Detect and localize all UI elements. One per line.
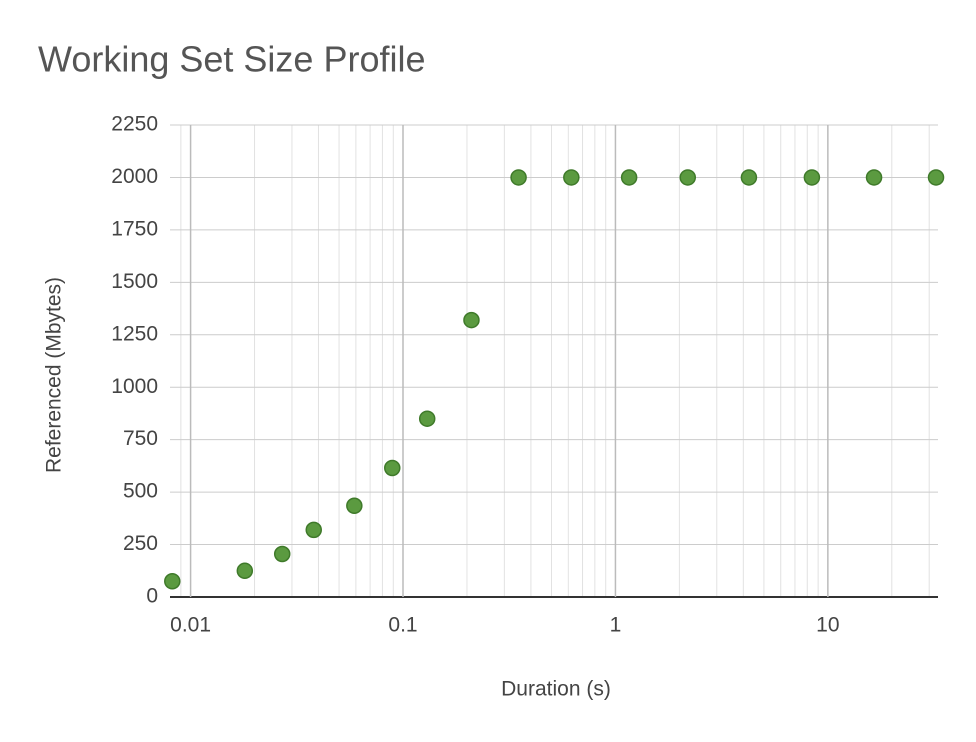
point [563, 169, 580, 186]
point [927, 169, 945, 186]
y-tick-label: 1250 [111, 322, 158, 345]
y-tick-label: 1750 [111, 217, 158, 240]
y-tick-label: 2250 [111, 113, 158, 136]
y-tick-label: 1500 [111, 270, 158, 293]
point [418, 410, 436, 427]
point [803, 169, 821, 186]
y-tick-label: 250 [123, 532, 158, 555]
x-tick-label: 0.1 [388, 614, 417, 637]
point [510, 169, 527, 186]
y-tick-label: 750 [123, 427, 158, 450]
x-tick-label: 1 [610, 614, 622, 637]
x-tick-label: 0.01 [170, 614, 211, 637]
y-tick-label: 1000 [111, 375, 158, 398]
point [384, 459, 401, 477]
point [273, 545, 291, 563]
y-tick-label: 2000 [111, 165, 158, 188]
point [865, 169, 883, 186]
x-tick-label: 10 [816, 614, 839, 637]
y-tick-label: 0 [146, 585, 158, 608]
point [740, 169, 758, 186]
point [679, 169, 697, 186]
x-axis-label: Duration (s) [501, 678, 611, 701]
point [164, 573, 181, 590]
point [236, 562, 254, 580]
point [346, 497, 363, 514]
point [463, 311, 480, 329]
chart-title: Working Set Size Profile [38, 39, 426, 80]
y-tick-label: 500 [123, 480, 158, 503]
point [620, 169, 638, 186]
y-axis-label: Referenced (Mbytes) [43, 277, 66, 473]
point [305, 521, 322, 539]
